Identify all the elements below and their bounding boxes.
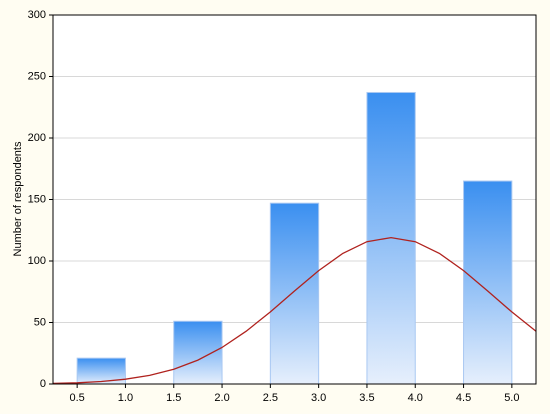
bar: [366, 91, 416, 385]
y-tick-label: 50: [34, 316, 46, 328]
x-tick-label: 0.5: [70, 392, 85, 404]
x-tick-label: 5.0: [504, 392, 519, 404]
x-tick-label: 2.0: [214, 392, 229, 404]
y-tick-label: 0: [40, 378, 46, 390]
y-axis-label: Number of respondents: [12, 141, 24, 256]
plot-border: [52, 14, 537, 385]
y-tick-label: 250: [28, 70, 46, 82]
x-tick-label: 1.5: [166, 392, 181, 404]
x-tick-label: 3.0: [311, 392, 326, 404]
y-tick-label: 200: [28, 132, 46, 144]
y-tick-label: 100: [28, 255, 46, 267]
x-tick-label: 2.5: [263, 392, 278, 404]
fit-curve: [52, 236, 537, 385]
y-tick-label: 300: [28, 9, 46, 21]
bar: [269, 202, 320, 385]
bar: [173, 320, 223, 385]
x-tick-label: 3.5: [359, 392, 374, 404]
y-tick-label: 150: [28, 193, 46, 205]
x-tick-label: 1.0: [118, 392, 133, 404]
x-tick-label: 4.5: [456, 392, 471, 404]
bar: [463, 180, 513, 385]
x-tick-label: 4.0: [408, 392, 423, 404]
